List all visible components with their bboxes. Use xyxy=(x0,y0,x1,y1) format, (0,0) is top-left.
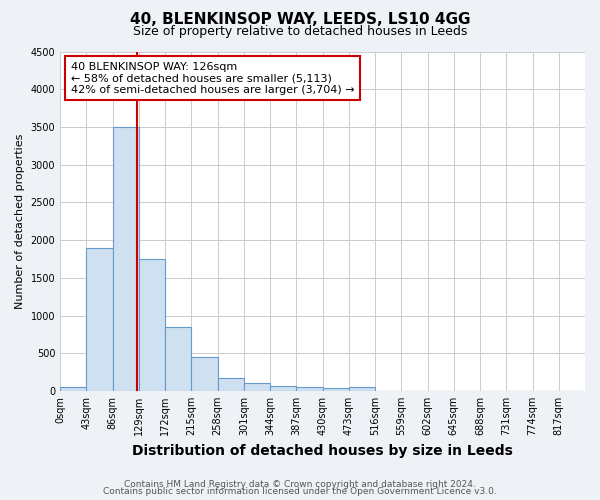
Y-axis label: Number of detached properties: Number of detached properties xyxy=(15,134,25,309)
Bar xyxy=(139,259,165,391)
Bar xyxy=(218,378,244,391)
Bar xyxy=(86,248,113,391)
Bar xyxy=(296,387,323,391)
Text: Size of property relative to detached houses in Leeds: Size of property relative to detached ho… xyxy=(133,25,467,38)
Text: 40 BLENKINSOP WAY: 126sqm
← 58% of detached houses are smaller (5,113)
42% of se: 40 BLENKINSOP WAY: 126sqm ← 58% of detac… xyxy=(71,62,354,95)
Bar xyxy=(113,127,139,391)
Bar xyxy=(270,386,296,391)
Bar xyxy=(165,327,191,391)
Bar xyxy=(244,384,270,391)
Text: Contains HM Land Registry data © Crown copyright and database right 2024.: Contains HM Land Registry data © Crown c… xyxy=(124,480,476,489)
Bar xyxy=(349,387,375,391)
Bar xyxy=(323,388,349,391)
Text: 40, BLENKINSOP WAY, LEEDS, LS10 4GG: 40, BLENKINSOP WAY, LEEDS, LS10 4GG xyxy=(130,12,470,28)
Bar xyxy=(60,387,86,391)
Text: Contains public sector information licensed under the Open Government Licence v3: Contains public sector information licen… xyxy=(103,487,497,496)
X-axis label: Distribution of detached houses by size in Leeds: Distribution of detached houses by size … xyxy=(132,444,513,458)
Bar xyxy=(191,357,218,391)
